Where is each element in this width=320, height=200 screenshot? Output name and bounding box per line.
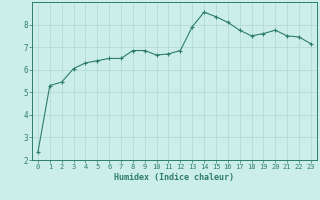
X-axis label: Humidex (Indice chaleur): Humidex (Indice chaleur) [115,173,234,182]
